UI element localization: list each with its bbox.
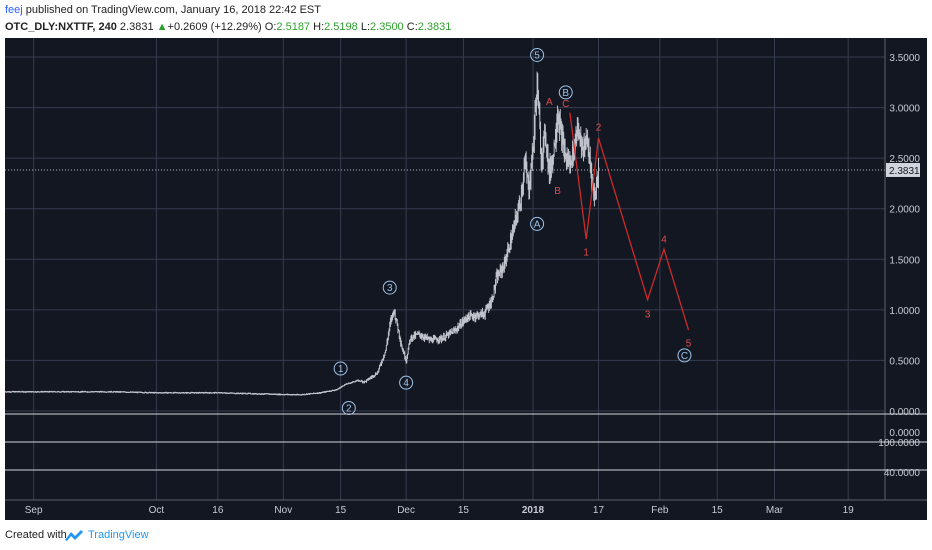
projection-path <box>569 112 690 331</box>
price-tick-label: 2.0000 <box>889 205 920 216</box>
time-tick-label: Oct <box>149 505 165 516</box>
time-tick-label: 16 <box>212 505 224 516</box>
last-price: 2.3831 <box>119 21 154 33</box>
close-label: C: <box>406 21 418 33</box>
price-tick-label: 1.0000 <box>889 306 920 317</box>
projection-label-text: 5 <box>686 339 692 350</box>
change-arrow-icon: ▲ <box>156 21 168 33</box>
current-price-value: 2.3831 <box>889 166 920 177</box>
wave-projection <box>569 112 690 331</box>
grid-lines <box>5 38 885 500</box>
wave-label-text: 1 <box>338 364 344 375</box>
wave-label-circle <box>333 361 348 376</box>
tradingview-brand-link[interactable]: TradingView <box>88 529 149 541</box>
wave-label-circle <box>399 375 414 390</box>
price-change: +0.2609 (+12.29%) <box>167 21 262 33</box>
wave-label-text: C <box>681 351 688 362</box>
wave-label-circle <box>530 216 545 231</box>
time-tick-label: 19 <box>843 505 855 516</box>
projection-labels: A C B 1 2 3 4 5 <box>546 97 692 350</box>
low-label: L: <box>360 21 371 33</box>
low-value: 2.3500 <box>370 21 404 33</box>
price-tick-label: 1.5000 <box>889 255 920 266</box>
publish-line: feej published on TradingView.com, Janua… <box>5 4 321 16</box>
projection-label-text: B <box>554 186 561 197</box>
wave-label-text: 3 <box>387 283 393 294</box>
wave-label-text: 5 <box>534 50 540 61</box>
current-price-tag <box>886 162 920 177</box>
price-tick-label: 3.5000 <box>889 53 920 64</box>
time-tick-label: Feb <box>651 505 669 516</box>
time-tick-label: 17 <box>593 505 605 516</box>
wave-label-circle <box>382 280 397 295</box>
time-tick-label: Dec <box>397 505 415 516</box>
panel-scale-label: 40.0000 <box>884 468 921 479</box>
close-value: 2.3831 <box>417 21 452 33</box>
chart-background <box>5 38 927 520</box>
symbol-line: OTC_DLY:NXTTF, 240 2.3831 ▲+0.2609 (+12.… <box>5 21 451 33</box>
high-value: 2.5198 <box>324 21 358 33</box>
open-label: O: <box>264 21 277 33</box>
tradingview-logo-icon <box>65 530 83 541</box>
wave-label-circle <box>530 47 545 62</box>
wave-label-text: 4 <box>403 378 409 389</box>
projection-label-text: A <box>546 97 553 108</box>
projection-label-text: 4 <box>661 235 667 246</box>
published-text: published on TradingView.com, January 16… <box>22 4 321 16</box>
price-tick-label: 2.5000 <box>889 154 920 165</box>
panel-scale-label: 100.0000 <box>878 438 920 449</box>
price-series <box>5 71 600 396</box>
panel-scale-label: 0.0000 <box>889 428 920 439</box>
chart-header: feej published on TradingView.com, Janua… <box>0 0 932 38</box>
projection-label-text: C <box>562 99 569 110</box>
symbol-label: OTC_DLY:NXTTF, 240 <box>5 21 117 33</box>
projection-label-text: 3 <box>645 309 651 320</box>
created-with-text: Created with <box>5 529 67 541</box>
price-tick-label: 3.0000 <box>889 104 920 115</box>
projection-label-text: 2 <box>596 122 602 133</box>
footer: Created with TradingView <box>0 520 932 550</box>
price-tick-label: 0.0000 <box>889 407 920 418</box>
price-tick-label: 0.5000 <box>889 356 920 367</box>
projection-label-text: 1 <box>583 248 589 259</box>
time-tick-label: 2018 <box>522 505 545 516</box>
time-tick-label: 15 <box>335 505 347 516</box>
open-value: 2.5187 <box>276 21 311 33</box>
high-label: H: <box>313 21 325 33</box>
time-tick-label: Mar <box>766 505 784 516</box>
axes: 3.5000 3.0000 2.5000 2.0000 1.5000 1.0000 0.50… <box>5 38 927 516</box>
wave-label-text: 2 <box>346 403 352 414</box>
time-tick-label: Sep <box>25 505 43 516</box>
wave-label-circle <box>558 85 573 100</box>
time-tick-label: 15 <box>458 505 470 516</box>
wave-label-text: A <box>534 219 541 230</box>
time-tick-label: 15 <box>712 505 724 516</box>
time-tick-label: Nov <box>274 505 292 516</box>
author-link[interactable]: feej <box>5 4 23 16</box>
wave-label-circle <box>677 348 692 363</box>
wave-label-text: B <box>562 88 569 99</box>
